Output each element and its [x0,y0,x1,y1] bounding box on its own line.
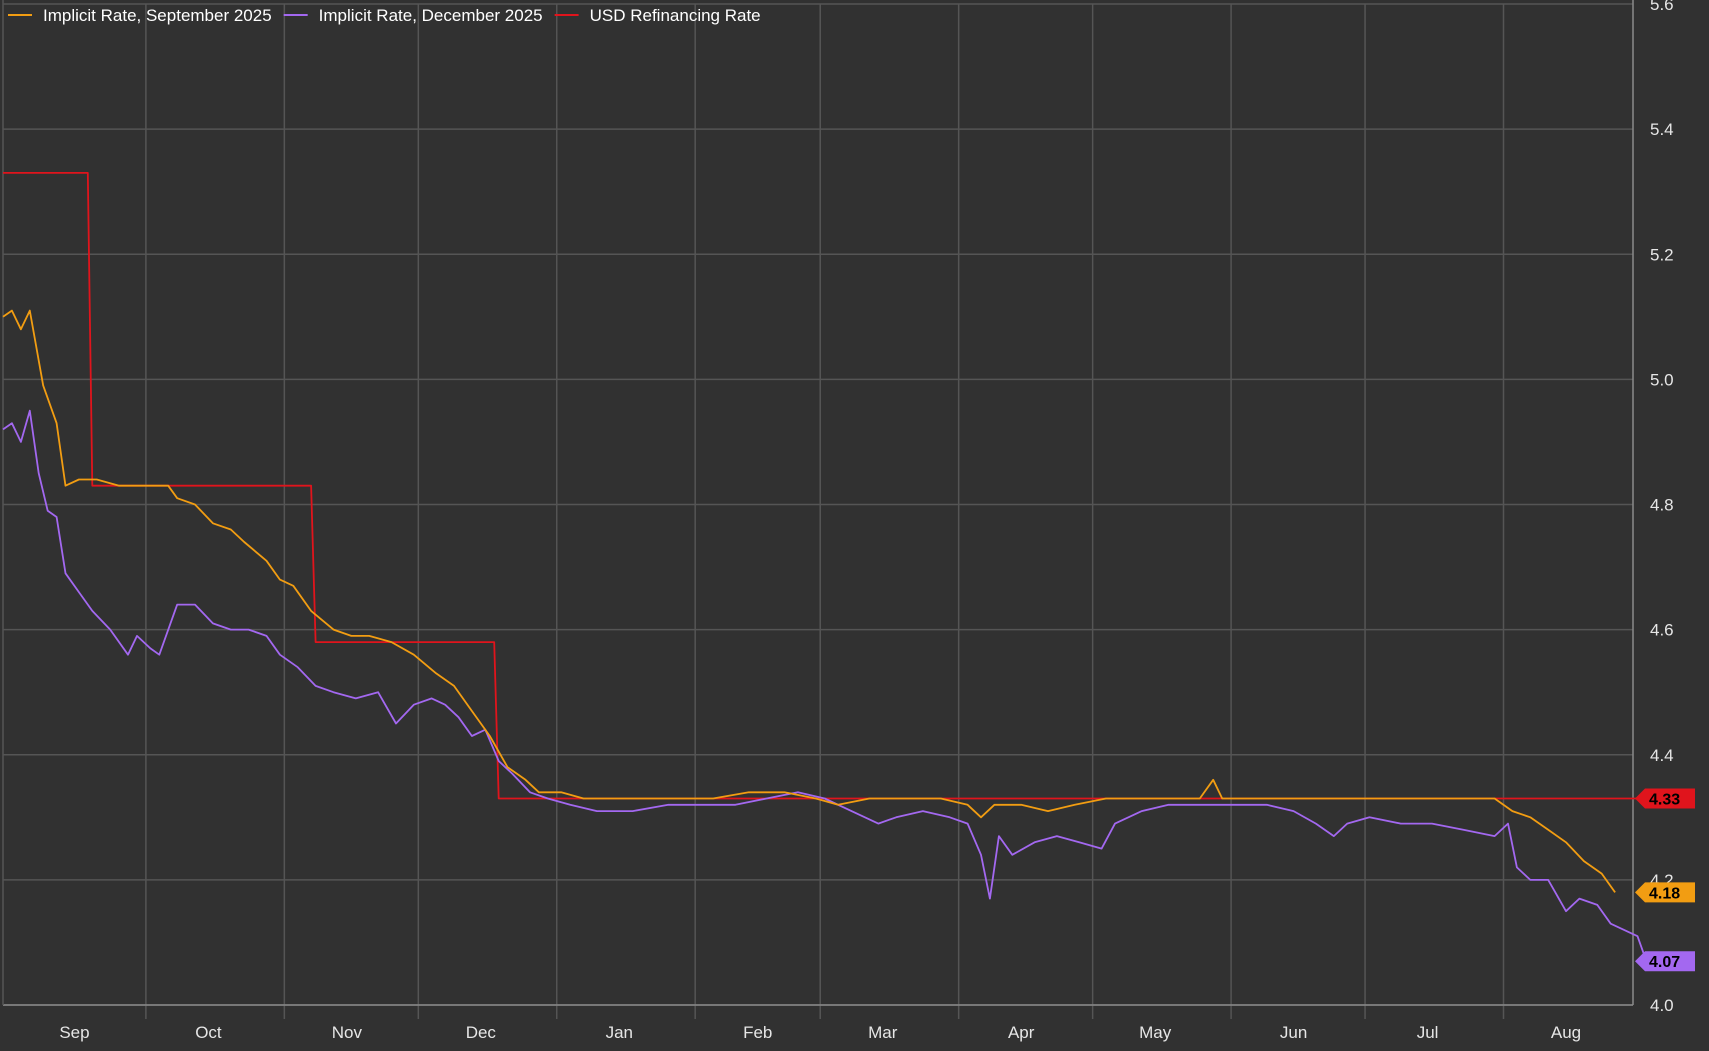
x-tick-label: Oct [195,1023,222,1042]
x-tick-label: Jan [606,1023,633,1042]
series-lines [2,172,1660,962]
series-line-1 [2,409,1648,962]
last-value-badges: 4.18 4.07 4.33 [1635,788,1695,972]
x-tick-label: Sep [59,1023,89,1042]
badge-shape [1635,788,1695,809]
legend-item-1: Implicit Rate, December 2025 [283,6,543,25]
legend-item-0: Implicit Rate, September 2025 [8,6,272,25]
y-tick-label: 4.0 [1650,996,1674,1015]
badge-shape [1635,882,1695,903]
x-tick-label: Dec [466,1023,497,1042]
series-line-0 [2,309,1616,893]
legend: Implicit Rate, September 2025 Implicit Ra… [8,6,761,25]
y-tick-label: 5.2 [1650,245,1674,264]
y-tick-label: 4.4 [1650,746,1674,765]
badge-value: 4.07 [1649,954,1680,971]
y-tick-label: 4.8 [1650,496,1674,515]
y-tick-label: 4.6 [1650,621,1674,640]
badge-value: 4.18 [1649,885,1680,902]
y-tick-label: 5.4 [1650,120,1674,139]
last-value-badge-1: 4.07 [1635,951,1695,972]
legend-label: USD Refinancing Rate [590,6,761,25]
legend-label: Implicit Rate, December 2025 [319,6,543,25]
series-line-2 [3,172,1660,800]
y-tick-label: 5.0 [1650,370,1674,389]
x-tick-label: Feb [743,1023,772,1042]
legend-item-2: USD Refinancing Rate [554,6,761,25]
x-tick-label: Jul [1417,1023,1439,1042]
x-tick-label: Apr [1008,1023,1035,1042]
badge-shape [1635,951,1695,972]
x-tick-label: Mar [868,1023,898,1042]
legend-label: Implicit Rate, September 2025 [43,6,272,25]
x-axis: Sep Oct Nov Dec Jan Feb Mar Apr May Jun Jul Aug [59,1023,1581,1042]
x-tick-label: Jun [1280,1023,1307,1042]
x-tick-label: May [1139,1023,1172,1042]
x-tick-label: Aug [1551,1023,1581,1042]
y-tick-label: 5.6 [1650,0,1674,14]
last-value-badge-0: 4.18 [1635,882,1695,903]
grid-lines [2,0,1634,1019]
x-tick-label: Nov [332,1023,363,1042]
last-value-badge-2: 4.33 [1635,788,1695,809]
badge-value: 4.33 [1649,792,1680,809]
